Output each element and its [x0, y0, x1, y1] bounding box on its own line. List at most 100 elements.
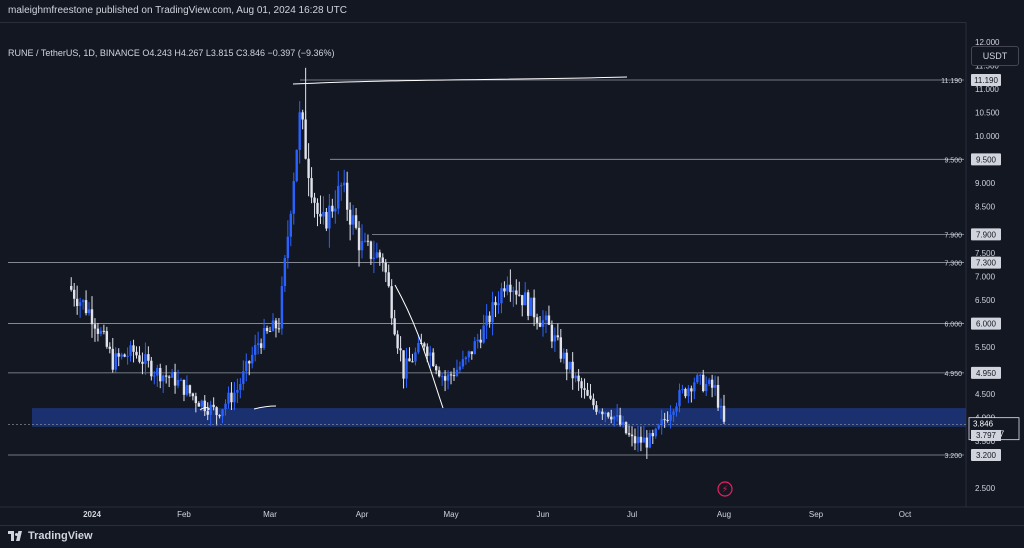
candle-body: [360, 241, 364, 251]
candle-body: [607, 412, 610, 417]
candle-body: [316, 202, 319, 214]
candle-body: [719, 405, 723, 408]
candle-body: [72, 289, 76, 299]
tradingview-logo[interactable]: TradingView: [8, 530, 93, 542]
price-chart[interactable]: 11.190 11.190 9.500 9.500 7.900 7.900 7.300 7.3…: [0, 22, 1024, 525]
candle-body: [396, 334, 399, 349]
candle-body: [70, 286, 73, 290]
candle-body: [188, 385, 192, 394]
y-tick-label: 7.500: [975, 249, 996, 258]
candle-body: [660, 419, 663, 426]
candle-body: [669, 414, 672, 421]
extra-price-marker: [971, 429, 1001, 441]
candle-body: [337, 185, 340, 209]
candle-body: [319, 213, 322, 217]
candle-body: [325, 211, 328, 229]
candle-body: [93, 324, 97, 329]
x-tick-label: Jun: [537, 510, 550, 519]
level-price-marker: [971, 74, 1001, 86]
candle-body: [524, 292, 527, 306]
candle-body: [571, 361, 574, 379]
level-price-marker: [971, 153, 1001, 166]
candle-body: [390, 286, 393, 319]
candle-body: [651, 432, 654, 437]
chart-area[interactable]: 11.190 11.190 9.500 9.500 7.900 7.900 7.300 7.3…: [0, 22, 1024, 525]
candle-body: [114, 353, 117, 370]
candle-body: [105, 331, 109, 347]
level-price-marker-text: 9.500: [976, 155, 997, 164]
candle-body: [405, 358, 408, 379]
candle-body: [707, 379, 711, 384]
candle-body: [265, 327, 269, 332]
x-tick-label: Mar: [263, 510, 277, 519]
candle-body: [526, 292, 530, 316]
candle-body: [298, 112, 301, 150]
level-label: 3.200: [944, 453, 962, 460]
candle-body: [224, 403, 227, 410]
candle-body: [182, 379, 186, 395]
candle-body: [663, 419, 666, 421]
candle-body: [227, 392, 230, 404]
candle-body: [164, 375, 168, 377]
candle-body: [340, 185, 343, 187]
candle-body: [402, 350, 405, 379]
candle-body: [221, 409, 224, 417]
candle-body: [366, 240, 370, 242]
candle-body: [268, 331, 272, 333]
candle-body: [648, 432, 652, 448]
candle-body: [592, 398, 595, 406]
y-tick-label: 6.500: [975, 296, 996, 305]
candle-body: [108, 346, 112, 349]
candle-body: [696, 375, 699, 383]
candle-body: [129, 345, 132, 356]
currency-button[interactable]: USDT: [971, 46, 1019, 66]
level-price-marker-text: 7.900: [976, 230, 997, 239]
candle-body: [467, 351, 471, 358]
candle-body: [230, 392, 233, 403]
candle-body: [675, 406, 678, 412]
candle-body: [437, 370, 441, 377]
candle-body: [636, 436, 640, 444]
candle-body: [690, 388, 693, 392]
candle-body: [111, 348, 114, 370]
candle-body: [672, 411, 675, 415]
candle-body: [408, 358, 411, 362]
publisher-bar: maleighmfreestone published on TradingVi…: [0, 0, 1024, 23]
candle-body: [209, 404, 212, 415]
candle-body: [295, 149, 298, 181]
candle-body: [381, 257, 384, 263]
candle-body: [710, 379, 714, 388]
candle-body: [348, 209, 352, 225]
candle-body: [476, 339, 479, 342]
candle-body: [452, 375, 456, 377]
candle-body: [426, 346, 429, 356]
level-label: 7.900: [944, 232, 962, 239]
y-tick-label: 11.000: [975, 85, 999, 94]
candle-body: [280, 286, 284, 329]
candle-body: [248, 361, 251, 364]
candle-body: [440, 376, 444, 378]
candle-body: [702, 374, 705, 392]
candle-body: [138, 355, 141, 362]
candle-body: [595, 405, 598, 412]
candle-body: [185, 385, 189, 395]
footer-bar: TradingView: [0, 525, 1024, 548]
candle-body: [491, 302, 494, 323]
candle-body: [624, 422, 628, 434]
candle-body: [84, 300, 88, 314]
candle-body: [126, 355, 129, 357]
candle-body: [713, 384, 717, 388]
level-price-marker: [971, 449, 1001, 461]
candle-body: [704, 383, 708, 392]
candle-body: [144, 354, 147, 364]
candle-body: [153, 375, 156, 377]
level-price-marker-text: 7.300: [976, 259, 997, 268]
candle-body: [562, 352, 565, 359]
candle-body: [75, 298, 79, 307]
candle-body: [135, 351, 138, 356]
candle-body: [277, 328, 281, 330]
candle-body: [479, 339, 482, 343]
candle-body: [384, 262, 387, 273]
candle-body: [455, 369, 459, 376]
candle-body: [684, 388, 687, 397]
